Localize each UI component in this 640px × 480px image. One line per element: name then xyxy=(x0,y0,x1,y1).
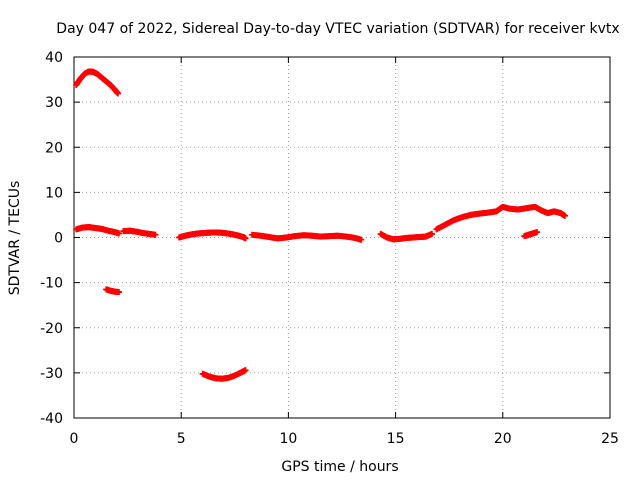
x-tick-label: 25 xyxy=(601,431,619,447)
y-tick-label: 30 xyxy=(45,95,63,111)
data-segment-segment-5-8 xyxy=(176,229,249,242)
y-tick-label: -30 xyxy=(40,366,63,382)
data-segment-segment-0-2 xyxy=(73,224,123,237)
data-point xyxy=(561,212,568,219)
y-tick-label: 20 xyxy=(45,140,63,156)
y-axis-label: SDTVAR / TECUs xyxy=(7,181,23,296)
data-segment-segment-8-13 xyxy=(248,231,365,243)
y-tick-label: -10 xyxy=(40,276,63,292)
y-tick-label: -20 xyxy=(40,321,63,337)
data-point xyxy=(152,231,159,238)
x-tick-label: 0 xyxy=(70,431,79,447)
data-segment-arc-high xyxy=(73,68,121,97)
data-point xyxy=(358,236,365,243)
data-segment-segment-17-23 xyxy=(433,203,568,233)
y-tick-label: 0 xyxy=(54,231,63,247)
data-segment-arc-minus30 xyxy=(199,367,249,382)
data-point xyxy=(429,230,436,237)
y-tick-label: -40 xyxy=(40,411,63,427)
x-tick-label: 20 xyxy=(494,431,512,447)
data-layer xyxy=(73,68,568,382)
chart-title: Day 047 of 2022, Sidereal Day-to-day VTE… xyxy=(56,21,619,37)
data-point xyxy=(242,367,249,374)
data-point xyxy=(534,229,541,236)
data-segment-segment-2-4 xyxy=(120,227,159,238)
x-tick-label: 10 xyxy=(279,431,297,447)
x-axis-label: GPS time / hours xyxy=(281,459,398,475)
data-segment-arc-minus12 xyxy=(103,286,123,296)
x-tick-label: 15 xyxy=(387,431,405,447)
y-tick-label: 40 xyxy=(45,50,63,66)
data-point xyxy=(116,289,123,296)
ticks-layer: 0 5 10 15 20 25 -40 -30 -20 -10 0 10 20 30 40 xyxy=(40,50,619,447)
data-point xyxy=(116,230,123,237)
data-segment-arc-21 xyxy=(521,229,541,240)
x-tick-label: 5 xyxy=(177,431,186,447)
data-point xyxy=(114,90,121,97)
data-segment-segment-14-17 xyxy=(377,230,436,243)
y-tick-label: 10 xyxy=(45,185,63,201)
data-point xyxy=(242,235,249,242)
